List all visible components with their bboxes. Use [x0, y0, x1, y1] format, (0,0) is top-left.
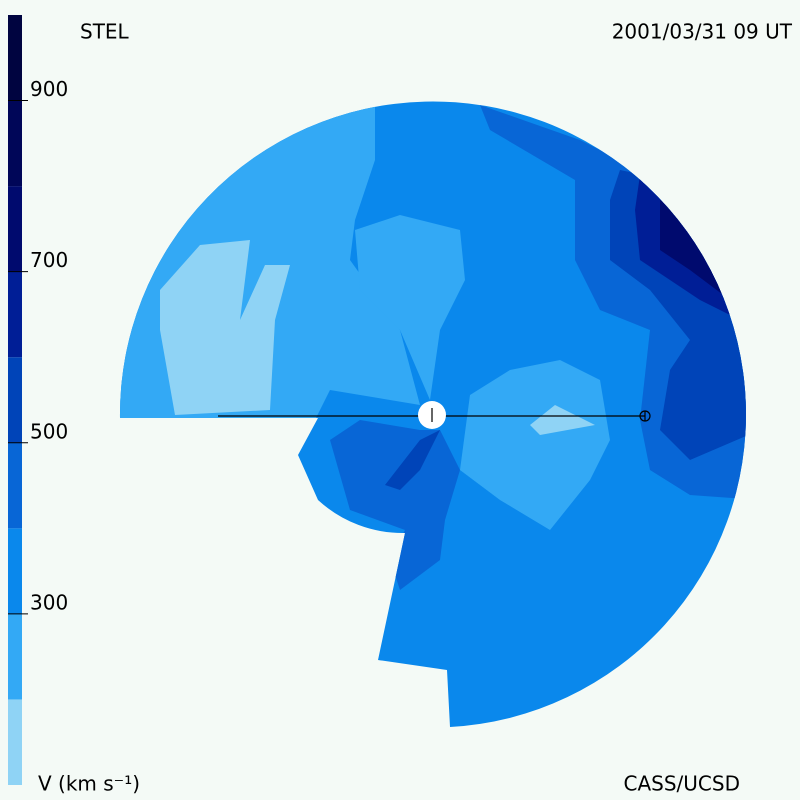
chart-title: STEL: [80, 20, 130, 44]
colorbar-band: [8, 357, 22, 443]
region: [330, 420, 460, 590]
region: [355, 215, 465, 400]
colorbar-band: [8, 528, 22, 614]
footer: CASS/UCSD: [624, 772, 740, 796]
colorbar-band: [8, 15, 22, 101]
region: [160, 240, 290, 415]
colorbar-band: [8, 100, 22, 187]
colorbar-band: [8, 186, 22, 272]
region: [530, 405, 595, 435]
y-tick-label: 500: [30, 419, 68, 443]
region: [460, 360, 610, 530]
colorbar-band: [8, 613, 22, 700]
y-tick-label: 300: [30, 590, 68, 614]
axis-label: V (km s⁻¹): [38, 772, 140, 796]
colorbar-band: [8, 271, 22, 358]
date-label: 2001/03/31 09 UT: [612, 20, 793, 44]
region: [385, 430, 440, 490]
y-tick-label: 700: [30, 248, 68, 272]
colorbar-band: [8, 442, 22, 529]
y-tick-label: 900: [30, 77, 68, 101]
region: [660, 200, 730, 300]
colorbar-band: [8, 699, 22, 785]
colorbar: 300 500 700 900: [8, 15, 68, 785]
